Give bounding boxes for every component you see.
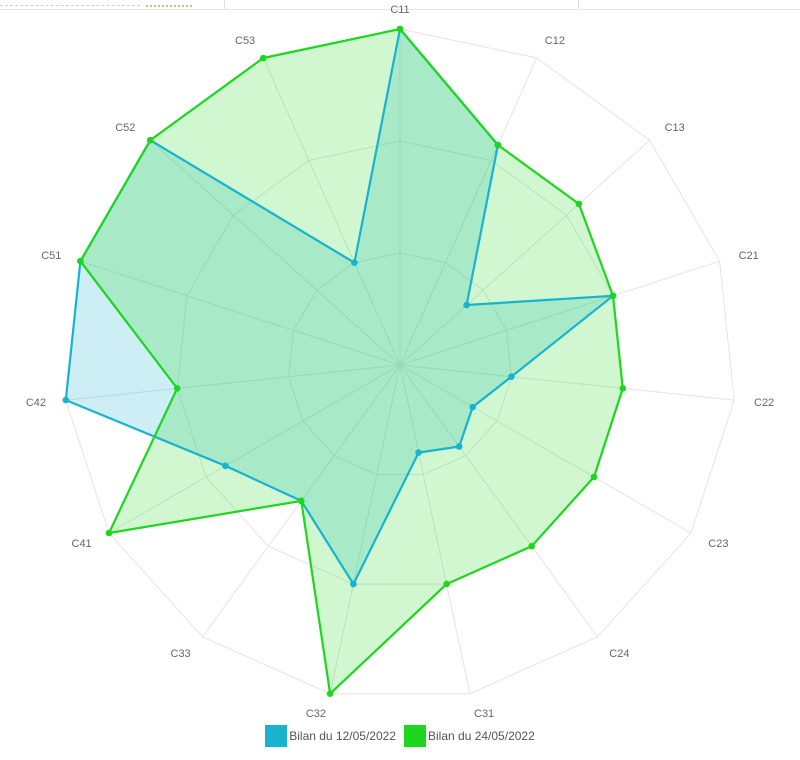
grid-spoke	[108, 364, 401, 534]
grid-spoke	[399, 364, 692, 534]
axis-label-c41: C41	[72, 538, 92, 550]
legend-item-series-1[interactable]: Bilan du 12/05/2022	[265, 725, 396, 747]
axis-label-c21: C21	[739, 250, 759, 262]
data-point	[147, 136, 154, 144]
grid-spoke	[329, 364, 401, 694]
grid-spoke	[399, 364, 735, 401]
data-point	[463, 301, 470, 309]
grid-spoke	[399, 364, 471, 694]
data-point	[619, 385, 627, 392]
grid-spoke	[149, 139, 401, 366]
data-point	[260, 54, 267, 62]
data-point	[528, 542, 535, 550]
legend-label-series-2: Bilan du 24/05/2022	[428, 729, 535, 743]
data-point	[298, 497, 305, 505]
data-point	[77, 257, 84, 265]
data-point	[222, 462, 229, 470]
top-strip	[0, 0, 800, 10]
data-point	[415, 449, 422, 456]
data-point	[326, 690, 334, 697]
data-point	[609, 292, 617, 300]
series-area-2	[80, 29, 623, 694]
grid-spoke	[65, 364, 401, 401]
grid-spoke	[399, 260, 720, 366]
axis-label-c53: C53	[235, 35, 255, 47]
axis-label-c23: C23	[708, 538, 728, 550]
axis-label-c33: C33	[171, 648, 191, 660]
data-point	[575, 200, 583, 208]
data-point	[396, 25, 404, 33]
grid-ring	[176, 140, 624, 585]
axis-label-c32: C32	[306, 708, 326, 720]
axis-label-c13: C13	[665, 122, 685, 134]
data-point	[494, 141, 502, 149]
grid-spoke	[262, 57, 401, 366]
top-separator	[578, 0, 579, 9]
radar-chart: C11 C12 C13 C21 C22 C23 C24 C31 C32 C33 C41 C42 C51 C…	[26, 4, 774, 720]
data-point	[350, 580, 357, 588]
axis-label-c22: C22	[754, 397, 774, 409]
grid-spoke	[399, 364, 598, 638]
legend-swatch-series-1	[265, 725, 288, 747]
legend-swatch-series-2	[404, 725, 426, 747]
axis-label-c12: C12	[545, 35, 565, 47]
grid-spoke	[399, 139, 651, 366]
data-point	[590, 473, 598, 481]
axis-label-c42: C42	[26, 397, 46, 409]
data-point	[508, 373, 515, 381]
data-point	[105, 529, 113, 537]
legend-item-series-2[interactable]: Bilan du 24/05/2022	[404, 725, 535, 747]
data-point	[455, 443, 463, 450]
data-point	[443, 580, 450, 588]
axis-label-c24: C24	[609, 648, 629, 660]
axis-label-c51: C51	[41, 250, 61, 262]
data-point	[173, 385, 181, 392]
grid-ring	[288, 252, 512, 476]
chart-legend: Bilan du 12/05/2022 Bilan du 24/05/2022	[0, 725, 800, 747]
grid-spoke	[80, 260, 401, 366]
axis-label-c52: C52	[115, 122, 135, 134]
top-divider	[0, 5, 140, 6]
data-point	[469, 403, 477, 411]
series-line-2	[79, 27, 624, 695]
top-separator	[224, 0, 225, 9]
grid-spoke	[399, 57, 538, 366]
legend-label-series-1: Bilan du 12/05/2022	[289, 729, 396, 743]
series-area-1	[65, 29, 614, 585]
data-point	[62, 396, 70, 404]
axis-label-c11: C11	[390, 4, 409, 16]
axis-label-c31: C31	[474, 708, 494, 720]
data-point	[351, 259, 358, 267]
top-accent	[146, 2, 192, 7]
